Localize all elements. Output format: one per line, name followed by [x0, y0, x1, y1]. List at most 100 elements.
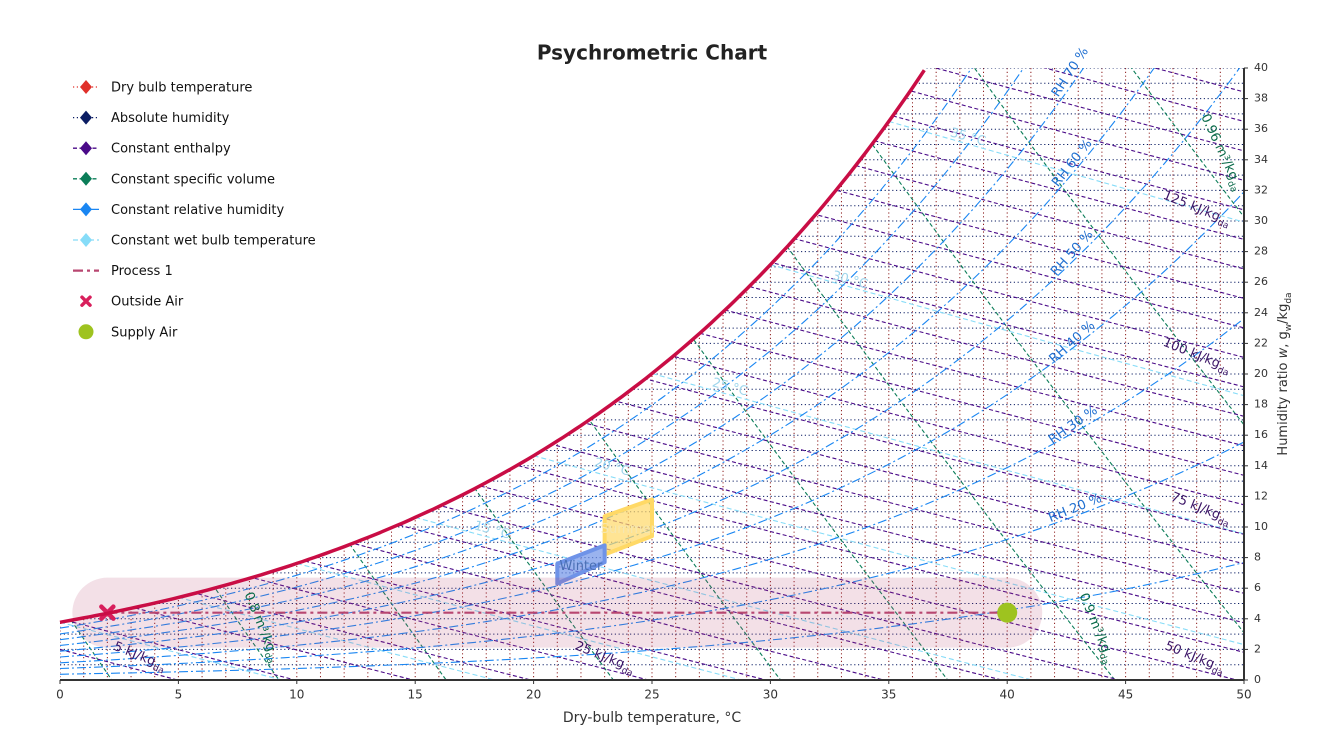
x-tick-label: 10 — [289, 688, 304, 702]
legend-marker — [78, 324, 94, 340]
enthalpy-line — [60, 68, 1244, 152]
annotation-subscript: da — [1097, 652, 1110, 666]
enthalpy-line — [60, 68, 1244, 181]
volume-line — [60, 603, 329, 680]
annotation-text: 15 °C — [473, 518, 512, 542]
zone-area — [555, 543, 607, 586]
annotation: 15 °C — [473, 518, 512, 542]
annotation: 0.96 m³/kgda — [1195, 112, 1246, 194]
legend-text: Dry bulb temperature — [111, 81, 252, 96]
y-tick-label: 0 — [1254, 673, 1261, 686]
y-axis-label-part: w — [1276, 347, 1291, 358]
wet-bulb-line — [60, 621, 1244, 680]
annotation-subscript: da — [151, 663, 165, 676]
annotation: RH 50 % — [1048, 227, 1097, 279]
y-tick-label: 8 — [1254, 551, 1261, 564]
zone-label: Winter — [560, 559, 604, 574]
zone-area — [602, 497, 654, 557]
y-tick-label: 38 — [1254, 92, 1268, 105]
wet-bulb-line — [415, 516, 1244, 680]
y-tick-label: 10 — [1254, 520, 1268, 533]
legend-marker — [80, 80, 92, 94]
y-tick-label: 18 — [1254, 398, 1268, 411]
wet-bulb-line — [770, 264, 1244, 397]
annotation: 50 kJ/kgda — [1162, 638, 1228, 678]
annotation-text: 20 °C — [593, 455, 632, 479]
rh-line — [60, 318, 1244, 664]
x-tick-label: 40 — [1000, 688, 1015, 702]
enthalpy-line — [60, 68, 1244, 122]
y-tick-label: 24 — [1254, 306, 1268, 319]
legend-marker — [80, 171, 92, 186]
annotation: 30 °C — [831, 268, 870, 292]
annotation-text: 0.96 m³/kg — [1198, 112, 1242, 183]
annotation-subscript: da — [1216, 218, 1230, 231]
enthalpy-line — [60, 557, 1244, 680]
y-tick-label: 30 — [1254, 214, 1268, 227]
enthalpy-line — [60, 587, 1244, 680]
y-axis-label-part: w — [1284, 324, 1294, 331]
annotation-subscript: da — [1216, 365, 1230, 378]
legend-marker — [80, 141, 92, 156]
legend-text: Outside Air — [111, 295, 184, 310]
volume-line — [60, 357, 501, 680]
supply-air-point — [997, 602, 1018, 623]
wet-bulb-line — [888, 120, 1244, 223]
legend-marker — [80, 110, 92, 125]
zone-label: Summer — [601, 522, 657, 537]
annotation: 0.9 m³/kgda — [1073, 591, 1117, 666]
y-tick-label: 28 — [1254, 245, 1268, 258]
annotation-text: 30 °C — [831, 268, 870, 292]
annotation-subscript: da — [1210, 665, 1224, 678]
enthalpy-line — [60, 618, 1244, 680]
y-axis-label-part: da — [1284, 292, 1294, 303]
legend-marker — [80, 295, 92, 307]
y-axis-label-part: Humidity ratio — [1276, 358, 1291, 455]
chart-title: Psychrometric Chart — [537, 41, 768, 65]
y-tick-label: 34 — [1254, 153, 1268, 166]
legend-marker — [80, 233, 92, 247]
x-tick-label: 35 — [881, 688, 896, 702]
x-tick-label: 5 — [175, 688, 183, 702]
x-axis-label: Dry-bulb temperature, °C — [563, 710, 742, 726]
y-axis-label: Humidity ratio w, gw/kgda — [1276, 292, 1294, 455]
y-tick-label: 6 — [1254, 581, 1261, 594]
x-tick-label: 15 — [408, 688, 423, 702]
legend-marker — [80, 202, 92, 217]
rh-line — [60, 68, 1244, 635]
y-tick-label: 14 — [1254, 459, 1268, 472]
annotation-text: RH 50 % — [1048, 227, 1097, 279]
y-tick-label: 20 — [1254, 367, 1268, 380]
wet-bulb-line — [651, 372, 1244, 535]
rh-line — [60, 68, 1244, 652]
annotation: 100 kJ/kgda — [1160, 335, 1233, 379]
legend-text: Supply Air — [111, 325, 178, 340]
legend-text: Constant enthalpy — [111, 142, 231, 157]
x-tick-label: 20 — [526, 688, 541, 702]
rh-line — [60, 561, 1244, 675]
annotation-subscript: da — [262, 651, 275, 665]
rh-line — [60, 68, 1244, 641]
y-tick-label: 40 — [1254, 61, 1268, 74]
x-tick-label: 25 — [644, 688, 659, 702]
y-tick-label: 32 — [1254, 183, 1268, 196]
y-tick-label: 22 — [1254, 336, 1268, 349]
annotation-text: 100 kJ/kg — [1161, 335, 1223, 372]
x-tick-label: 50 — [1236, 688, 1251, 702]
y-tick-label: 2 — [1254, 642, 1261, 655]
enthalpy-line — [60, 68, 1244, 211]
volume-line — [405, 68, 1244, 634]
rh-line — [60, 191, 1244, 658]
enthalpy-line — [60, 526, 1244, 680]
annotation-text: 50 kJ/kg — [1163, 638, 1217, 671]
legend-text: Absolute humidity — [111, 111, 230, 126]
wet-bulb-line — [533, 455, 1244, 646]
legend-text: Process 1 — [111, 264, 173, 279]
x-tick-label: 0 — [56, 688, 64, 702]
annotation: RH 30 % — [1046, 403, 1100, 447]
y-tick-label: 12 — [1254, 489, 1268, 502]
saturation-curve — [59, 69, 926, 625]
